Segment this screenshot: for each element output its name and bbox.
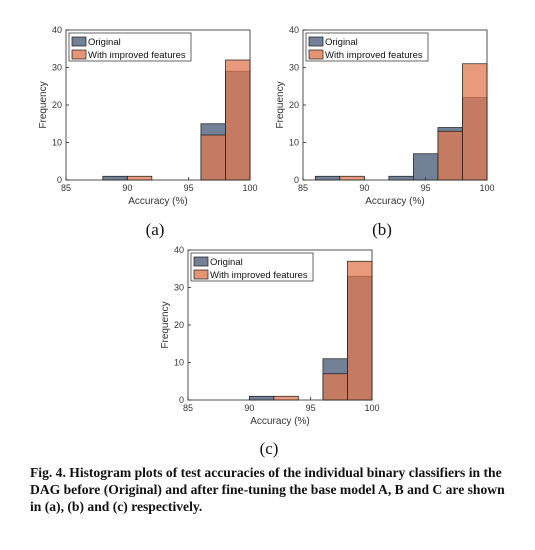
y-tick-label: 30 — [52, 63, 62, 73]
panel-label-c: (c) — [259, 439, 279, 458]
legend — [190, 252, 314, 282]
panel-label-b: (b) — [372, 220, 392, 239]
legend — [305, 32, 429, 62]
legend-label: With improved features — [325, 50, 423, 61]
x-axis-label: Accuracy (%) — [128, 196, 187, 207]
y-tick-label: 10 — [52, 138, 62, 148]
chart-c: 85 90 95 100 0 10 20 30 40 Accuracy (%) Frequency O… — [160, 245, 380, 427]
y-tick-label: 0 — [57, 175, 62, 185]
y-tick-label: 20 — [289, 100, 299, 110]
y-axis-label: Frequency — [275, 81, 286, 128]
legend-label: Original — [325, 37, 358, 48]
bar-original — [248, 395, 275, 401]
bar-original — [413, 153, 439, 181]
bar-improved — [273, 395, 299, 401]
bar-improved — [322, 373, 348, 401]
bar-improved — [225, 59, 251, 181]
y-tick-label: 10 — [174, 358, 184, 368]
x-axis-label: Accuracy (%) — [365, 196, 424, 207]
legend-swatch — [308, 36, 324, 47]
y-tick-label: 0 — [179, 395, 184, 405]
x-tick-label: 90 — [244, 403, 254, 413]
x-tick-label: 85 — [183, 403, 193, 413]
y-tick-label: 10 — [289, 138, 299, 148]
y-tick-label: 40 — [289, 25, 299, 35]
y-tick-label: 30 — [289, 63, 299, 73]
y-tick-label: 40 — [174, 245, 184, 255]
legend — [68, 32, 192, 62]
panel-label-a: (a) — [145, 220, 165, 239]
x-tick-label: 90 — [359, 183, 369, 193]
y-tick-label: 40 — [52, 25, 62, 35]
legend-swatch — [308, 49, 324, 60]
x-tick-label: 100 — [242, 183, 257, 193]
x-tick-label: 90 — [122, 183, 132, 193]
x-tick-label: 95 — [184, 183, 194, 193]
x-tick-label: 95 — [421, 183, 431, 193]
legend-label: Original — [210, 257, 243, 268]
x-tick-label: 100 — [364, 403, 379, 413]
x-tick-label: 95 — [306, 403, 316, 413]
legend-swatch — [193, 269, 209, 280]
legend-label: With improved features — [88, 50, 186, 61]
y-tick-label: 30 — [174, 283, 184, 293]
legend-swatch — [71, 49, 87, 60]
chart-b: 85 90 95 100 0 10 20 30 40 Accuracy (%) Frequency O… — [275, 25, 495, 207]
bar-improved — [462, 63, 488, 181]
x-tick-label: 100 — [479, 183, 494, 193]
bar-improved — [437, 130, 463, 181]
bar-original — [388, 175, 414, 181]
y-tick-label: 0 — [294, 175, 299, 185]
y-tick-label: 20 — [52, 100, 62, 110]
bar-improved — [126, 175, 153, 181]
y-axis-label: Frequency — [38, 81, 49, 128]
figure-caption: Fig. 4. Histogram plots of test accuraci… — [30, 465, 505, 514]
x-tick-label: 85 — [298, 183, 308, 193]
chart-a: 85 90 95 100 0 10 20 30 40 Accuracy (%) Frequency O… — [38, 25, 258, 207]
bar-improved — [200, 134, 226, 181]
legend-swatch — [193, 256, 209, 267]
bar-original — [314, 175, 341, 181]
legend-swatch — [71, 36, 87, 47]
x-axis-label: Accuracy (%) — [250, 416, 309, 427]
y-tick-label: 20 — [174, 320, 184, 330]
legend-label: Original — [88, 37, 121, 48]
y-axis-label: Frequency — [160, 301, 171, 348]
x-tick-label: 85 — [61, 183, 71, 193]
bar-improved — [339, 175, 365, 181]
bar-original — [102, 175, 128, 181]
bar-improved — [347, 260, 373, 401]
legend-label: With improved features — [210, 270, 308, 281]
